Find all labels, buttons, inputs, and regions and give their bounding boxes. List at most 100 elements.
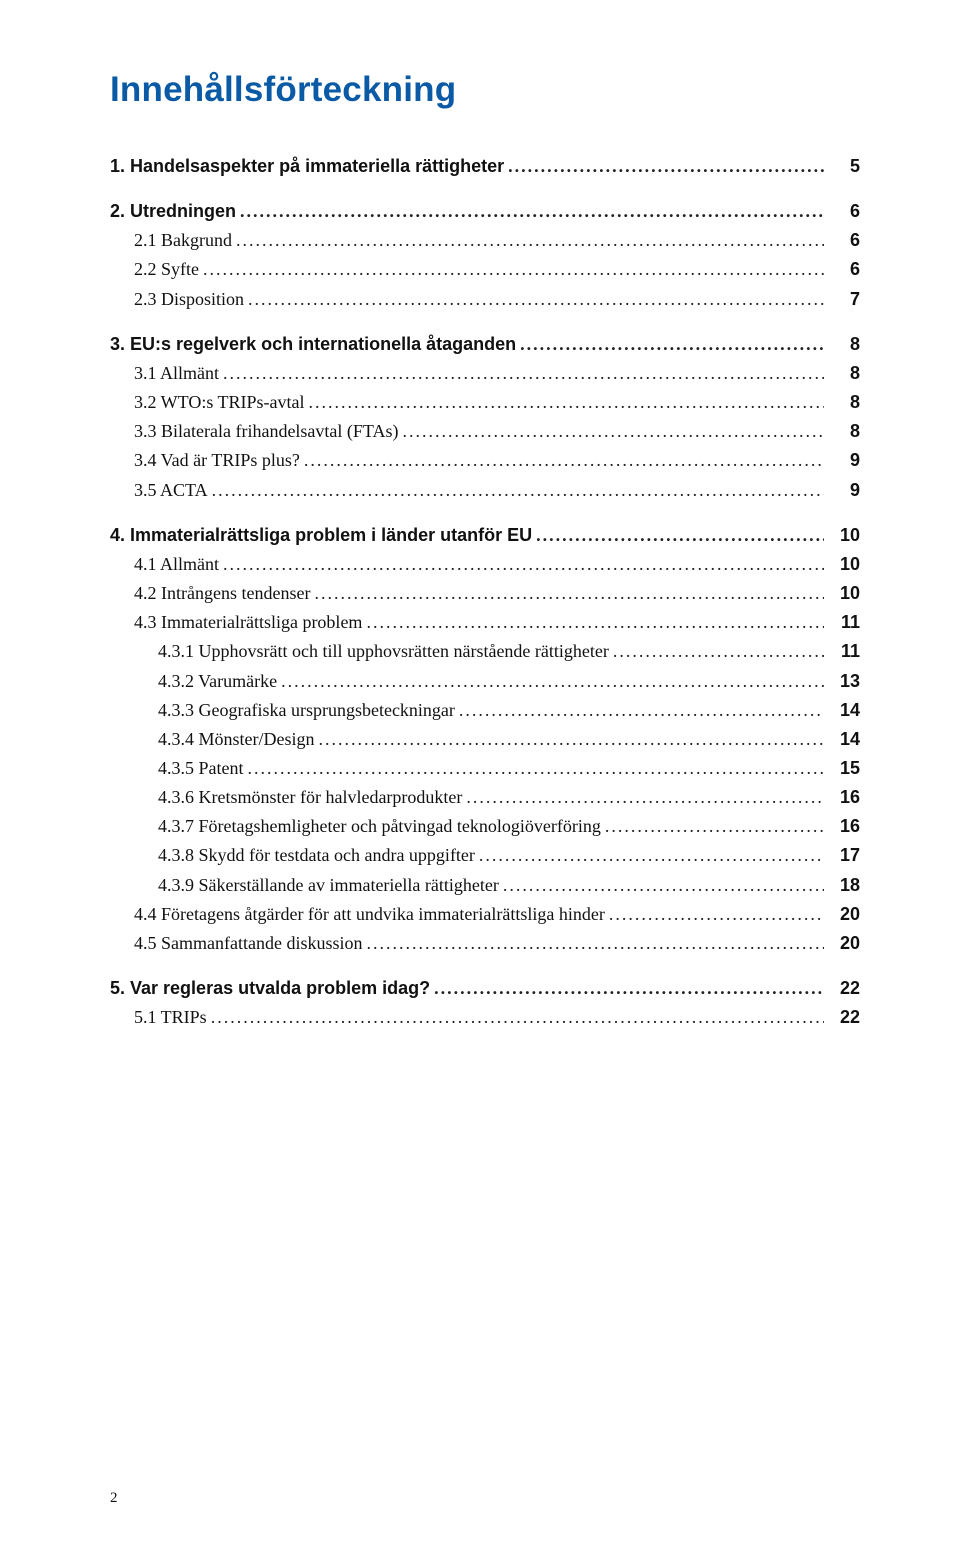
toc-entry-text: Säkerställande av immateriella rättighet… [194,875,499,895]
toc-entry: 3.1 Allmänt 8 [110,359,860,388]
toc-entry-page: 22 [824,1003,860,1032]
toc-entry-label: 3.4 Vad är TRIPs plus? [134,446,300,475]
toc-entry-text: Vad är TRIPs plus? [157,450,300,470]
toc-entry-label: 3. EU:s regelverk och internationella åt… [110,330,516,359]
toc-entry-page: 15 [824,754,860,783]
toc-entry-number: 3.2 [134,392,157,412]
toc-leader-dots [207,1003,824,1032]
toc-entry-label: 2.2 Syfte [134,255,199,284]
toc-leader-dots [232,226,824,255]
toc-entry-page: 17 [824,841,860,870]
toc-entry-number: 3.1 [134,363,157,383]
toc-entry: 2. Utredningen6 [110,197,860,226]
toc-entry-text: EU:s regelverk och internationella åtaga… [125,334,516,354]
toc-entry-number: 2. [110,201,125,221]
toc-leader-dots [277,667,824,696]
toc-entry-number: 2.3 [134,289,157,309]
toc-entry: 2.3 Disposition7 [110,285,860,314]
toc-entry-number: 4.2 [134,583,157,603]
toc-entry-number: 4.3.9 [158,875,194,895]
toc-entry-page: 8 [824,359,860,388]
toc-entry-text: Immaterialrättsliga problem i länder uta… [125,525,532,545]
toc-entry-page: 8 [824,417,860,446]
toc-entry: 5.1 TRIPs 22 [110,1003,860,1032]
toc-entry-page: 8 [824,330,860,359]
toc-leader-dots [236,197,824,226]
toc-entry-number: 5. [110,978,125,998]
toc-leader-dots [219,359,824,388]
toc-entry-label: 4.3.8 Skydd för testdata och andra uppgi… [158,841,475,870]
toc-entry-page: 22 [824,974,860,1003]
toc-entry-text: Sammanfattande diskussion [157,933,363,953]
toc-entry-label: 4.4 Företagens åtgärder för att undvika … [134,900,605,929]
toc-leader-dots [430,974,824,1003]
toc-entry: 1. Handelsaspekter på immateriella rätti… [110,152,860,181]
toc-entry-text: Upphovsrätt och till upphovsrätten närst… [194,641,609,661]
toc-entry-number: 4. [110,525,125,545]
toc-leader-dots [208,476,824,505]
toc-entry: 4.3.2 Varumärke13 [110,667,860,696]
toc-entry-number: 4.3.2 [158,671,194,691]
toc-entry-label: 5.1 TRIPs [134,1003,207,1032]
toc-entry-page: 10 [824,579,860,608]
toc-entry-label: 4.3.9 Säkerställande av immateriella rät… [158,871,499,900]
toc-entry-page: 8 [824,388,860,417]
toc-entry-label: 2.3 Disposition [134,285,244,314]
toc-entry-label: 2. Utredningen [110,197,236,226]
toc-entry-page: 6 [824,255,860,284]
toc-entry-number: 2.2 [134,259,157,279]
toc-leader-dots [609,637,824,666]
toc-leader-dots [455,696,824,725]
toc-entry: 2.2 Syfte 6 [110,255,860,284]
toc-leader-dots [300,446,824,475]
toc-leader-dots [462,783,824,812]
toc-title: Innehållsförteckning [110,70,860,110]
toc-entry-number: 4.3.7 [158,816,194,836]
toc-entry: 4.3.3 Geografiska ursprungsbeteckningar1… [110,696,860,725]
toc-entry-text: Kretsmönster för halvledarprodukter [194,787,462,807]
toc-entry-label: 5. Var regleras utvalda problem idag? [110,974,430,1003]
toc-entry: 2.1 Bakgrund6 [110,226,860,255]
toc-leader-dots [532,521,824,550]
toc-entry-text: Immaterialrättsliga problem [157,612,363,632]
toc-entry-page: 16 [824,783,860,812]
toc-entry-number: 3.5 [134,480,157,500]
toc-leader-dots [475,841,824,870]
toc-entry-page: 10 [824,550,860,579]
toc-leader-dots [362,608,824,637]
toc-entry-number: 3.3 [134,421,157,441]
toc-leader-dots [219,550,824,579]
toc-entry-text: Geografiska ursprungsbeteckningar [194,700,455,720]
toc-entry-number: 3. [110,334,125,354]
toc-leader-dots [601,812,824,841]
toc-entry-label: 3.3 Bilaterala frihandelsavtal (FTAs) [134,417,398,446]
toc-entry-text: Företagens åtgärder för att undvika imma… [157,904,605,924]
toc-entry-number: 2.1 [134,230,157,250]
toc-entry-label: 4.3.2 Varumärke [158,667,277,696]
toc-leader-dots [315,725,825,754]
toc-entry-label: 3.5 ACTA [134,476,208,505]
toc-entry-label: 4.3.6 Kretsmönster för halvledarprodukte… [158,783,462,812]
toc-entry: 3.3 Bilaterala frihandelsavtal (FTAs) 8 [110,417,860,446]
toc-leader-dots [305,388,825,417]
toc-entry-text: Var regleras utvalda problem idag? [125,978,430,998]
toc-entry-text: Disposition [157,289,245,309]
toc-leader-dots [499,871,824,900]
toc-entry-page: 14 [824,725,860,754]
toc-entry-text: Allmänt [157,363,220,383]
toc-entry: 4.2 Intrångens tendenser 10 [110,579,860,608]
toc-leader-dots [362,929,824,958]
toc-entry-text: Syfte [157,259,200,279]
toc-entry: 4.3.8 Skydd för testdata och andra uppgi… [110,841,860,870]
toc-entry-text: Intrångens tendenser [157,583,311,603]
toc-entry-text: Patent [194,758,244,778]
toc-entry-text: TRIPs [157,1007,207,1027]
toc-entry-page: 9 [824,476,860,505]
toc-entry-label: 2.1 Bakgrund [134,226,232,255]
toc-entry-number: 4.3.8 [158,845,194,865]
toc-entry-page: 14 [824,696,860,725]
toc-leader-dots [310,579,824,608]
toc-entry-text: Handelsaspekter på immateriella rättighe… [125,156,504,176]
toc-entry-label: 3.1 Allmänt [134,359,219,388]
toc-entry-text: Varumärke [194,671,277,691]
